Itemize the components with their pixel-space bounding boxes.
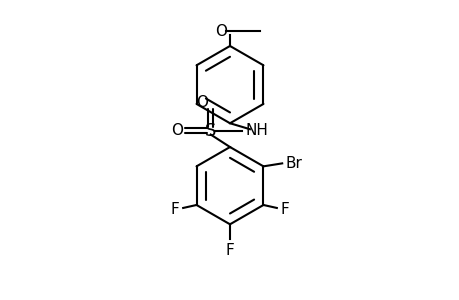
- Text: O: O: [196, 95, 208, 110]
- Text: NH: NH: [245, 123, 268, 138]
- Text: Br: Br: [285, 156, 302, 171]
- Text: O: O: [171, 123, 183, 138]
- Text: S: S: [205, 122, 216, 140]
- Text: F: F: [170, 202, 179, 217]
- Text: F: F: [280, 202, 289, 217]
- Text: F: F: [225, 243, 234, 258]
- Text: O: O: [215, 24, 227, 39]
